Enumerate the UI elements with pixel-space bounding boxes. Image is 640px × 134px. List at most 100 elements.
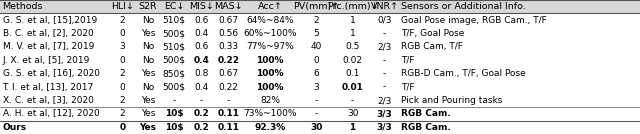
Text: 92.3%: 92.3%	[255, 123, 285, 132]
Text: 0.22: 0.22	[218, 83, 239, 92]
Text: 0.4: 0.4	[195, 83, 209, 92]
Text: Yes: Yes	[140, 123, 156, 132]
Text: RGB-D Cam., T/F, Goal Pose: RGB-D Cam., T/F, Goal Pose	[401, 69, 525, 78]
Text: 0.6: 0.6	[195, 42, 209, 51]
Text: A. H. et al, [12], 2020: A. H. et al, [12], 2020	[3, 109, 99, 118]
Text: Ours: Ours	[3, 123, 27, 132]
Bar	[0, 121, 640, 134]
Text: -: -	[172, 96, 176, 105]
Text: 0: 0	[120, 29, 125, 38]
Text: 0.02: 0.02	[342, 56, 363, 65]
Text: -: -	[383, 83, 387, 92]
Text: RGB Cam.: RGB Cam.	[401, 109, 451, 118]
Text: 0.2: 0.2	[194, 123, 209, 132]
Text: 0.6: 0.6	[195, 16, 209, 25]
Text: 0.67: 0.67	[218, 16, 239, 25]
Text: Acc↑: Acc↑	[258, 2, 282, 11]
Text: 0.67: 0.67	[218, 69, 239, 78]
Text: 500$: 500$	[163, 83, 186, 92]
Text: 850$: 850$	[163, 69, 186, 78]
Text: 0.01: 0.01	[342, 83, 364, 92]
Text: B. C. et al, [2], 2020: B. C. et al, [2], 2020	[3, 29, 93, 38]
Text: PV(mm)↑: PV(mm)↑	[293, 2, 339, 11]
Text: 77%~97%: 77%~97%	[246, 42, 294, 51]
Text: 100%: 100%	[257, 56, 284, 65]
Text: 100%: 100%	[257, 69, 284, 78]
Text: -: -	[314, 109, 318, 118]
Text: 10$: 10$	[164, 123, 184, 132]
Text: 0.56: 0.56	[218, 29, 239, 38]
Text: -: -	[314, 96, 318, 105]
Text: M. V. et al, [7], 2019: M. V. et al, [7], 2019	[3, 42, 94, 51]
Text: 0.11: 0.11	[218, 109, 239, 118]
Text: 6: 6	[314, 69, 319, 78]
Text: -: -	[227, 96, 230, 105]
Text: 0.4: 0.4	[195, 29, 209, 38]
Text: -: -	[351, 96, 355, 105]
Text: 2: 2	[120, 109, 125, 118]
Bar	[0, 13, 640, 27]
Text: 3: 3	[314, 83, 319, 92]
Text: 30: 30	[310, 123, 323, 132]
Text: -: -	[200, 96, 204, 105]
Text: T. I. et al, [13], 2017: T. I. et al, [13], 2017	[3, 83, 94, 92]
Text: Prc.(mm)↓: Prc.(mm)↓	[327, 2, 378, 11]
Bar	[0, 80, 640, 94]
Text: 0: 0	[120, 56, 125, 65]
Text: Sensors or Additional Info.: Sensors or Additional Info.	[401, 2, 525, 11]
Bar	[0, 27, 640, 40]
Text: No: No	[141, 56, 154, 65]
Text: 100%: 100%	[257, 83, 284, 92]
Text: No: No	[141, 42, 154, 51]
Text: 500$: 500$	[163, 56, 186, 65]
Text: 3/3: 3/3	[377, 109, 392, 118]
Text: 64%~84%: 64%~84%	[246, 16, 294, 25]
Text: RGB Cam, T/F: RGB Cam, T/F	[401, 42, 463, 51]
Text: 510$: 510$	[163, 42, 186, 51]
Text: No: No	[141, 16, 154, 25]
Text: 0.22: 0.22	[218, 56, 239, 65]
Text: T/F, Goal Pose: T/F, Goal Pose	[401, 29, 464, 38]
Text: 2/3: 2/3	[378, 42, 392, 51]
Text: 0.5: 0.5	[346, 42, 360, 51]
Text: HLI↓: HLI↓	[111, 2, 134, 11]
Bar	[0, 67, 640, 80]
Text: 1: 1	[350, 29, 355, 38]
Text: 30: 30	[347, 109, 358, 118]
Text: 3/3: 3/3	[377, 123, 392, 132]
Text: 0.4: 0.4	[194, 56, 209, 65]
Text: -: -	[383, 29, 387, 38]
Text: Pick and Pouring tasks: Pick and Pouring tasks	[401, 96, 502, 105]
Text: J. X. et al, [5], 2019: J. X. et al, [5], 2019	[3, 56, 90, 65]
Text: -: -	[383, 56, 387, 65]
Text: MAS↓: MAS↓	[214, 2, 243, 11]
Text: Yes: Yes	[141, 29, 155, 38]
Text: 10$: 10$	[164, 109, 184, 118]
Text: 40: 40	[310, 42, 322, 51]
Text: 0: 0	[119, 123, 125, 132]
Text: 2: 2	[120, 69, 125, 78]
Text: 500$: 500$	[163, 29, 186, 38]
Text: 0.33: 0.33	[218, 42, 239, 51]
Text: 73%~100%: 73%~100%	[243, 109, 297, 118]
Text: 0: 0	[314, 56, 319, 65]
Text: 0.11: 0.11	[218, 123, 239, 132]
Text: 0.1: 0.1	[346, 69, 360, 78]
Bar	[0, 0, 640, 13]
Text: No: No	[141, 83, 154, 92]
Text: 0/3: 0/3	[378, 16, 392, 25]
Text: Yes: Yes	[141, 109, 155, 118]
Text: X. C. et al, [3], 2020: X. C. et al, [3], 2020	[3, 96, 93, 105]
Text: S2R: S2R	[138, 2, 157, 11]
Text: Yes: Yes	[141, 69, 155, 78]
Text: T/F: T/F	[401, 83, 414, 92]
Text: 2: 2	[120, 96, 125, 105]
Text: 2: 2	[314, 16, 319, 25]
Text: 2: 2	[120, 16, 125, 25]
Text: 0: 0	[120, 83, 125, 92]
Text: G. S. et al, [15],2019: G. S. et al, [15],2019	[3, 16, 97, 25]
Text: RGB Cam.: RGB Cam.	[401, 123, 451, 132]
Text: 0.8: 0.8	[195, 69, 209, 78]
Text: 3: 3	[120, 42, 125, 51]
Text: G. S. et al, [16], 2020: G. S. et al, [16], 2020	[3, 69, 100, 78]
